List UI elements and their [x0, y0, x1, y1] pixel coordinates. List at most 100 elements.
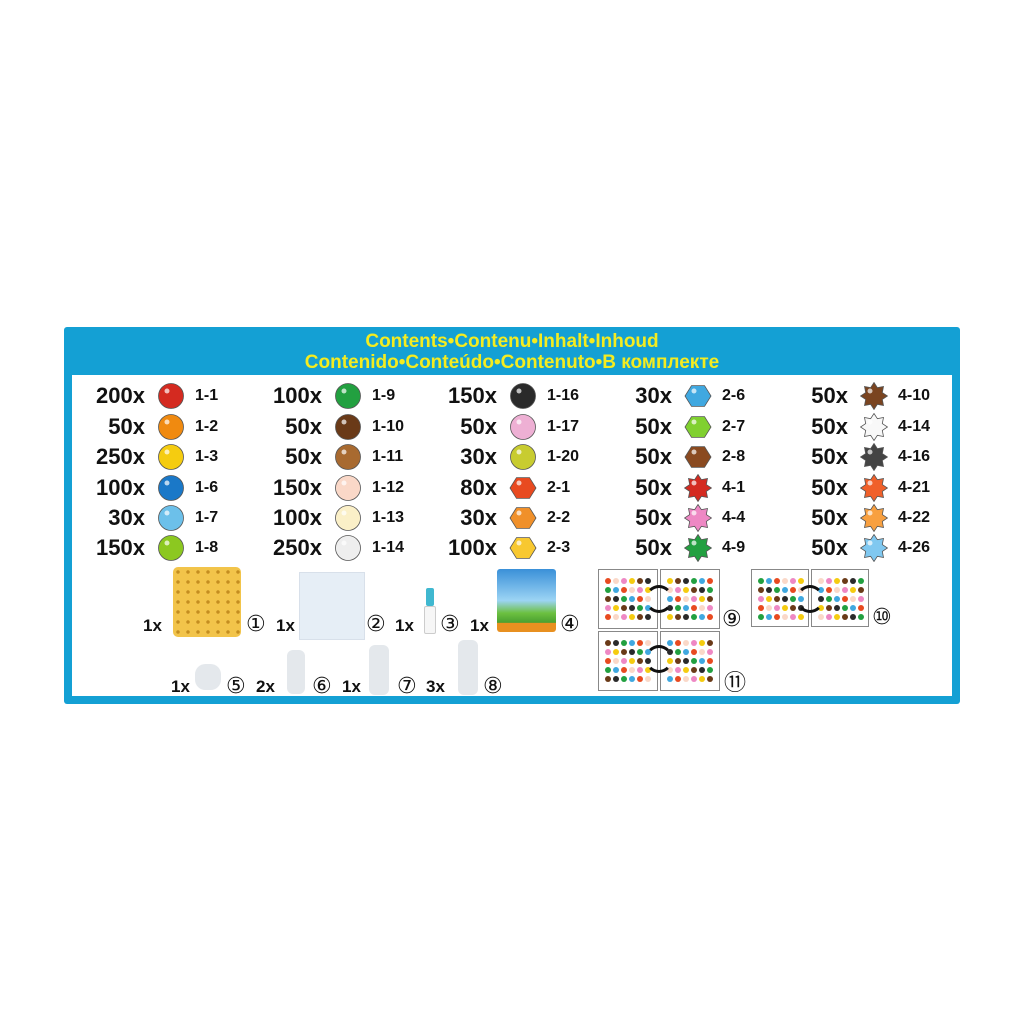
pattern-dot	[629, 578, 635, 584]
bead-hexagon-icon	[509, 477, 537, 499]
bead-circle-icon	[158, 414, 184, 440]
swap-arrows-icon	[645, 645, 673, 673]
pattern-dot	[675, 587, 681, 593]
bead-highlight	[341, 388, 347, 394]
bead-quantity: 80x	[460, 475, 497, 500]
bead-quantity: 50x	[285, 444, 322, 469]
pattern-dot	[613, 667, 619, 673]
pattern-dot	[699, 667, 705, 673]
bead-shape	[335, 475, 361, 501]
pattern-dot	[605, 667, 611, 673]
pattern-dot	[613, 596, 619, 602]
item-number: ⑧	[483, 673, 503, 698]
item-number: ①	[246, 611, 266, 636]
pattern-dot	[842, 578, 848, 584]
pattern-dot	[691, 640, 697, 646]
pattern-dot	[683, 614, 689, 620]
pattern-dot	[637, 596, 643, 602]
pattern-dot	[858, 614, 864, 620]
pattern-dot	[766, 596, 772, 602]
connector-icon	[195, 664, 221, 690]
pattern-dot	[645, 614, 651, 620]
bead-quantity: 30x	[108, 505, 145, 530]
pattern-dot	[707, 658, 713, 664]
bead-highlight	[341, 540, 347, 546]
connector-icon	[369, 645, 389, 695]
pattern-dot	[826, 587, 832, 593]
bead-highlight	[516, 419, 522, 425]
bead-shape	[158, 535, 184, 561]
pattern-dot	[637, 658, 643, 664]
bead-quantity: 50x	[460, 414, 497, 439]
bead-hexagon-icon	[684, 446, 712, 468]
bead-code: 4-21	[898, 479, 931, 496]
pattern-dot	[774, 614, 780, 620]
pattern-dot	[683, 658, 689, 664]
bead-star-icon	[860, 413, 888, 441]
bead-quantity: 200x	[96, 383, 145, 408]
pattern-dot	[683, 667, 689, 673]
pattern-dot	[834, 614, 840, 620]
bead-circle-icon	[158, 383, 184, 409]
bead-quantity: 50x	[285, 414, 322, 439]
pattern-dot	[613, 649, 619, 655]
pattern-dot	[683, 676, 689, 682]
accessory-qty: 2x	[256, 677, 275, 696]
bead-quantity: 30x	[635, 383, 672, 408]
pattern-dot	[613, 578, 619, 584]
connector-icon	[287, 650, 305, 694]
bead-shape	[510, 444, 536, 470]
bead-shape	[684, 416, 712, 438]
pattern-sheet	[811, 569, 869, 627]
pattern-dot	[667, 605, 673, 611]
pattern-dot	[850, 614, 856, 620]
bead-quantity: 250x	[96, 444, 145, 469]
pattern-dot	[621, 649, 627, 655]
spray-bottle-icon	[424, 588, 436, 636]
bead-circle-icon	[335, 475, 361, 501]
pattern-dot	[637, 605, 643, 611]
pattern-dot	[605, 596, 611, 602]
pattern-dot	[850, 578, 856, 584]
pattern-dot	[699, 640, 705, 646]
bead-code: 2-1	[547, 479, 571, 496]
pattern-dot	[707, 667, 713, 673]
bead-shape	[335, 383, 361, 409]
bead-circle-icon	[335, 505, 361, 531]
bead-code: 4-10	[898, 387, 931, 404]
item-number: ②	[366, 611, 386, 636]
bead-quantity: 50x	[635, 505, 672, 530]
bead-quantity: 50x	[811, 414, 848, 439]
bead-highlight	[341, 419, 347, 425]
pattern-dot	[629, 649, 635, 655]
pattern-dot	[691, 596, 697, 602]
bead-highlight	[867, 510, 873, 516]
pattern-dot	[621, 596, 627, 602]
bead-code: 2-6	[722, 387, 746, 404]
bead-star-icon	[860, 504, 888, 532]
pattern-dot	[758, 596, 764, 602]
bead-shape	[510, 383, 536, 409]
pattern-dot	[691, 587, 697, 593]
pattern-dot	[675, 676, 681, 682]
pattern-dot	[621, 667, 627, 673]
pattern-dot	[637, 578, 643, 584]
bead-circle-icon	[158, 505, 184, 531]
bead-hexagon-icon	[684, 385, 712, 407]
bead-code: 1-20	[547, 448, 580, 465]
pattern-dot	[774, 578, 780, 584]
pattern-dot	[605, 676, 611, 682]
bead-shape	[860, 504, 888, 532]
pattern-dot	[667, 640, 673, 646]
pattern-dot	[818, 578, 824, 584]
pattern-dot	[858, 596, 864, 602]
bead-shape	[860, 474, 888, 502]
bead-highlight	[341, 449, 347, 455]
accessory-qty: 1x	[395, 616, 414, 635]
bead-shape	[860, 534, 888, 562]
bead-shape	[158, 414, 184, 440]
item-number: ⑪	[724, 670, 747, 695]
bead-shape	[684, 385, 712, 407]
bead-highlight	[341, 480, 347, 486]
bead-highlight	[164, 540, 170, 546]
